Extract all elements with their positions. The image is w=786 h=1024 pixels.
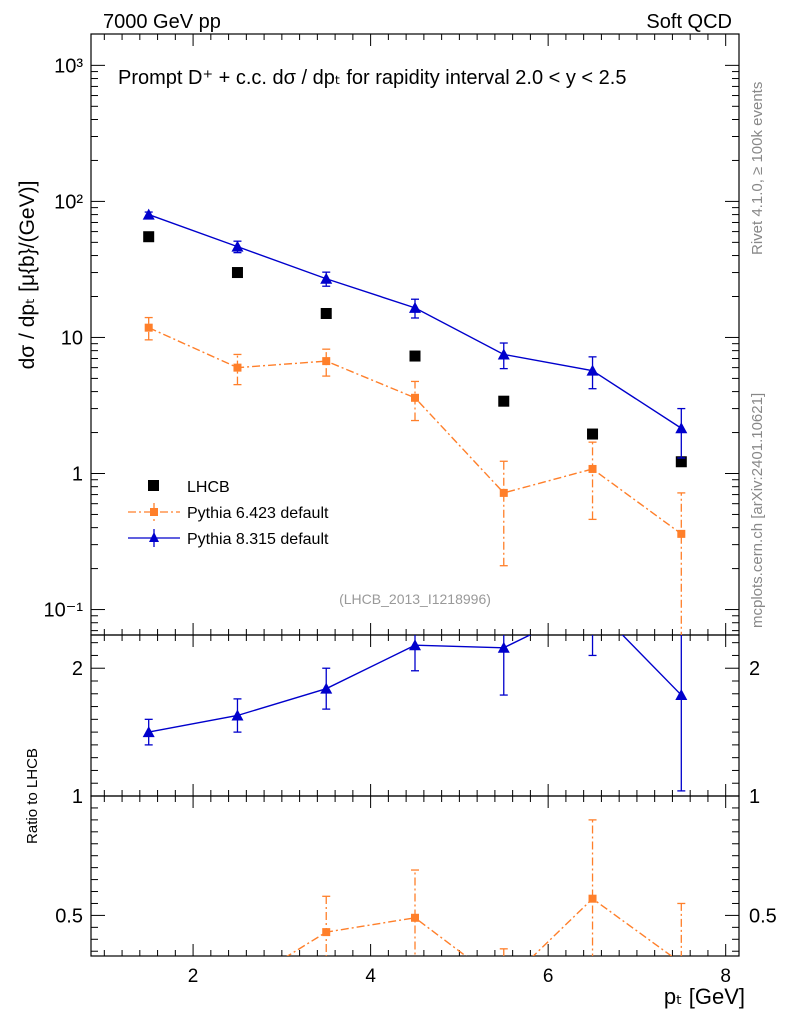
data-point — [497, 348, 510, 360]
data-point — [320, 307, 332, 319]
data-point — [409, 350, 421, 362]
data-point — [677, 529, 686, 538]
ratio-y-tick-label: 1 — [72, 786, 83, 808]
side-label-top: Rivet 4.1.0, ≥ 100k events — [749, 82, 766, 255]
legend: LHCB Pythia 6.423 default Pythia 8.315 d… — [128, 479, 329, 548]
ratio-point — [677, 881, 685, 889]
ratio-point — [233, 983, 241, 991]
ratio-y-axis-label: Ratio to LHCB — [24, 748, 41, 844]
ratio-point — [587, 598, 599, 609]
data-point — [587, 428, 599, 440]
header-left: 7000 GeV pp — [103, 11, 221, 33]
y-tick-label: 1 — [72, 463, 83, 485]
legend-marker-pythia6 — [150, 508, 158, 516]
ratio-point — [500, 981, 508, 989]
ratio-point — [409, 508, 421, 519]
data-point — [409, 301, 421, 313]
legend-label-lhcb: LHCB — [187, 479, 230, 496]
x-axis-label: pₜ [GeV] — [664, 984, 745, 1009]
series-0-main — [143, 231, 687, 468]
ratio-point — [145, 892, 153, 900]
ratio-point — [233, 894, 241, 902]
data-point — [143, 231, 155, 243]
ratio-point — [497, 641, 510, 653]
data-point — [233, 363, 242, 372]
data-point — [499, 488, 508, 497]
data-point — [320, 272, 333, 284]
data-point — [586, 364, 599, 376]
y-tick-label: 10⁻¹ — [44, 600, 84, 622]
x-tick-label: 2 — [188, 966, 199, 987]
header-right: Soft QCD — [646, 11, 732, 33]
x-tick-label: 4 — [365, 966, 376, 987]
x-tick-label: 6 — [543, 966, 554, 987]
data-point — [322, 357, 331, 366]
y-tick-label: 10² — [54, 191, 83, 213]
ratio-point — [411, 857, 419, 865]
ratio-point — [500, 893, 508, 901]
ratio-point — [320, 589, 332, 600]
plot-title: Prompt D⁺ + c.c. dσ / dpₜ for rapidity i… — [118, 67, 626, 89]
ratio-point — [145, 979, 153, 987]
ratio-point — [677, 959, 685, 967]
x-tick-label: 8 — [720, 966, 731, 987]
side-label-bottom: mcplots.cern.ch [arXiv:2401.10621] — [749, 393, 766, 628]
data-point — [588, 464, 597, 473]
ratio-lower-frame — [90, 795, 740, 957]
data-point — [411, 393, 419, 402]
data-point — [675, 456, 687, 468]
legend-label-pythia8: Pythia 8.315 default — [187, 531, 329, 548]
ratio-lower-y-tick-label-right: 0.5 — [749, 905, 777, 927]
series-2-ratio-upper — [142, 598, 688, 792]
ratio-point — [588, 894, 597, 903]
ratio-point — [231, 640, 243, 651]
ratio-point — [320, 682, 333, 694]
ratio-y-tick-label-right: 1 — [749, 786, 760, 808]
analysis-tag: (LHCB_2013_I1218996) — [339, 591, 491, 607]
series-2-main — [142, 208, 688, 459]
y-axis-label: dσ / dpₜ [μ{b}/(GeV)] — [16, 181, 39, 370]
y-tick-label: 10³ — [54, 55, 83, 77]
ratio-line — [149, 851, 682, 898]
ratio-point — [322, 928, 331, 937]
data-point — [144, 323, 153, 332]
ratio-lower-y-tick-label: 0.5 — [55, 905, 83, 927]
ratio-y-tick-label-right: 2 — [749, 658, 760, 680]
data-point — [498, 395, 510, 407]
series-1-main — [144, 316, 686, 635]
ratio-point — [142, 726, 155, 738]
data-point — [675, 422, 688, 434]
legend-marker-pythia8 — [149, 532, 159, 542]
ratio-point — [409, 639, 421, 651]
ratio-point — [231, 709, 244, 721]
legend-marker-lhcb — [148, 480, 159, 491]
ratio-y-tick-label: 2 — [72, 658, 83, 680]
ratio-point — [675, 689, 688, 701]
series-1-ratio-lower — [145, 819, 686, 991]
data-point — [142, 208, 155, 220]
legend-label-pythia6: Pythia 6.423 default — [187, 505, 329, 522]
ratio-point — [322, 865, 330, 873]
y-tick-label: 10 — [61, 327, 83, 349]
ratio-point — [411, 913, 419, 922]
ratio-point — [143, 671, 155, 682]
data-point — [231, 240, 244, 252]
data-point — [231, 267, 243, 279]
